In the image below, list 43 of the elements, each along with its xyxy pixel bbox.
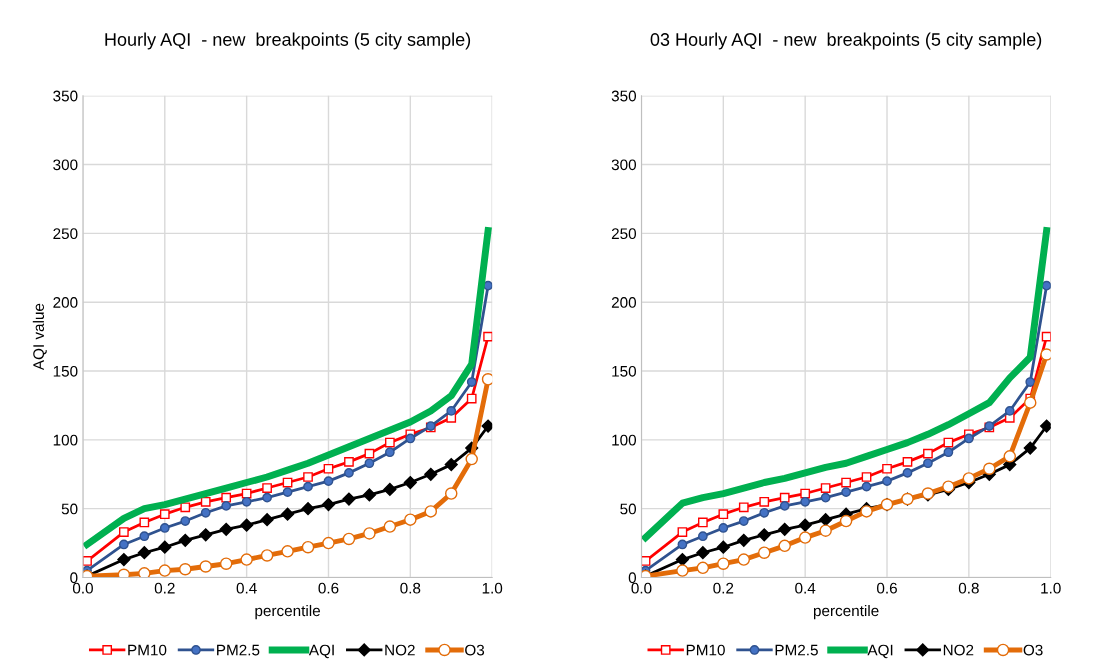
x-tick-label: 0.0 [631, 582, 652, 594]
y-tick-label: 350 [611, 90, 637, 102]
x-tick-label: 0.2 [154, 582, 175, 594]
y-tick-label: 150 [612, 365, 637, 377]
x-tick-label: 0.8 [958, 582, 979, 594]
legend-label: PM10 [128, 644, 167, 656]
x-tick-label: 0.4 [795, 582, 816, 594]
x-axis-title: percentile [813, 604, 879, 620]
x-tick-label: 0.8 [400, 582, 421, 594]
legend-label: PM2.5 [217, 644, 260, 656]
x-tick-label: 0.6 [318, 582, 339, 594]
chart-title: Hourly AQI - new breakpoints (5 city sample) [105, 32, 471, 50]
x-tick-label: 1.0 [1041, 582, 1061, 594]
x-axis-title: percentile [255, 604, 321, 620]
legend-label: PM10 [686, 644, 725, 656]
legend-label: AQI [308, 644, 334, 659]
y-tick-label: 200 [611, 297, 637, 308]
y-tick-label: 250 [53, 228, 78, 240]
y-tick-label: 0 [628, 572, 637, 584]
y-tick-label: 100 [53, 434, 78, 446]
x-tick-label: 0.0 [72, 582, 93, 594]
y-tick-label: 0 [70, 572, 78, 584]
x-tick-label: 0.6 [876, 582, 897, 594]
y-tick-label: 200 [53, 297, 78, 308]
y-tick-label: 150 [53, 365, 78, 377]
legend-label: O3 [1023, 644, 1043, 656]
y-tick-label: 350 [53, 90, 78, 102]
chart-title: 03 Hourly AQI - new breakpoints (5 city sample) [650, 32, 1042, 50]
legend-label: AQI [867, 644, 893, 659]
legend-label: NO2 [385, 644, 415, 656]
y-axis-title: AQI value [32, 303, 47, 371]
y-tick-label: 300 [53, 159, 78, 171]
x-tick-label: 1.0 [482, 582, 503, 594]
legend-label: PM2.5 [775, 644, 818, 656]
legend-label: O3 [465, 644, 485, 656]
y-tick-label: 50 [620, 503, 637, 515]
y-tick-label: 100 [612, 434, 637, 446]
legend-label: NO2 [943, 644, 974, 656]
y-tick-label: 250 [611, 228, 637, 240]
x-tick-label: 0.4 [236, 582, 257, 594]
y-tick-label: 300 [611, 159, 637, 171]
x-tick-label: 0.2 [713, 582, 734, 594]
y-tick-label: 50 [61, 503, 78, 515]
